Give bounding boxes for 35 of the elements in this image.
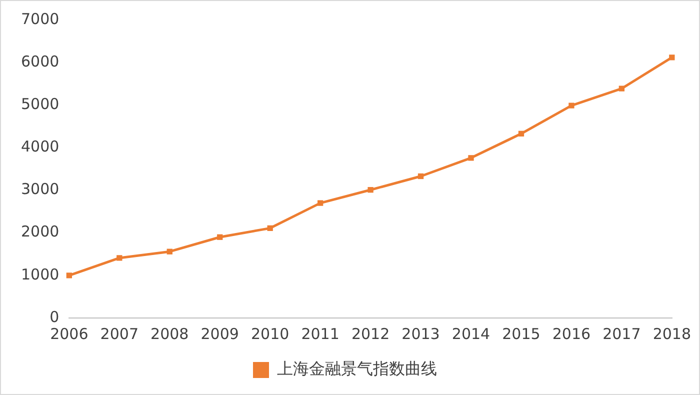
x-tick-label: 2017 <box>602 324 641 343</box>
x-tick-label: 2012 <box>351 324 390 343</box>
x-tick-label: 2016 <box>552 324 591 343</box>
y-tick-label: 6000 <box>20 52 60 70</box>
point <box>368 187 374 193</box>
point <box>618 86 625 92</box>
legend-label: 上海金融景气指数曲线 <box>277 359 437 378</box>
point <box>267 225 273 232</box>
point <box>217 234 223 240</box>
y-tick-label: 4000 <box>20 138 60 156</box>
y-tick-label: 5000 <box>20 95 60 114</box>
x-tick-label: 2014 <box>452 324 490 343</box>
point <box>518 130 524 136</box>
y-tick-label: 3000 <box>20 180 60 198</box>
x-tick-label: 2011 <box>301 324 340 343</box>
point <box>418 173 424 180</box>
x-tick-label: 2010 <box>250 324 290 343</box>
point <box>568 102 574 108</box>
x-tick-label: 2006 <box>50 324 88 343</box>
point <box>116 255 122 261</box>
x-tick-label: 2009 <box>200 324 239 343</box>
point <box>66 272 72 278</box>
y-tick-label: 7000 <box>20 10 60 28</box>
point <box>468 155 474 161</box>
point <box>166 248 172 254</box>
x-tick-label: 2015 <box>502 324 540 343</box>
x-tick-label: 2013 <box>402 324 440 343</box>
x-tick-label: 2007 <box>100 324 138 343</box>
x-tick-label: 2008 <box>150 324 189 343</box>
x-tick-label: 2018 <box>652 324 692 343</box>
point <box>669 54 675 60</box>
point <box>317 200 324 206</box>
y-tick-label: 0 <box>50 308 60 326</box>
y-tick-label: 1000 <box>20 265 60 284</box>
y-tick-label: 2000 <box>20 222 60 241</box>
